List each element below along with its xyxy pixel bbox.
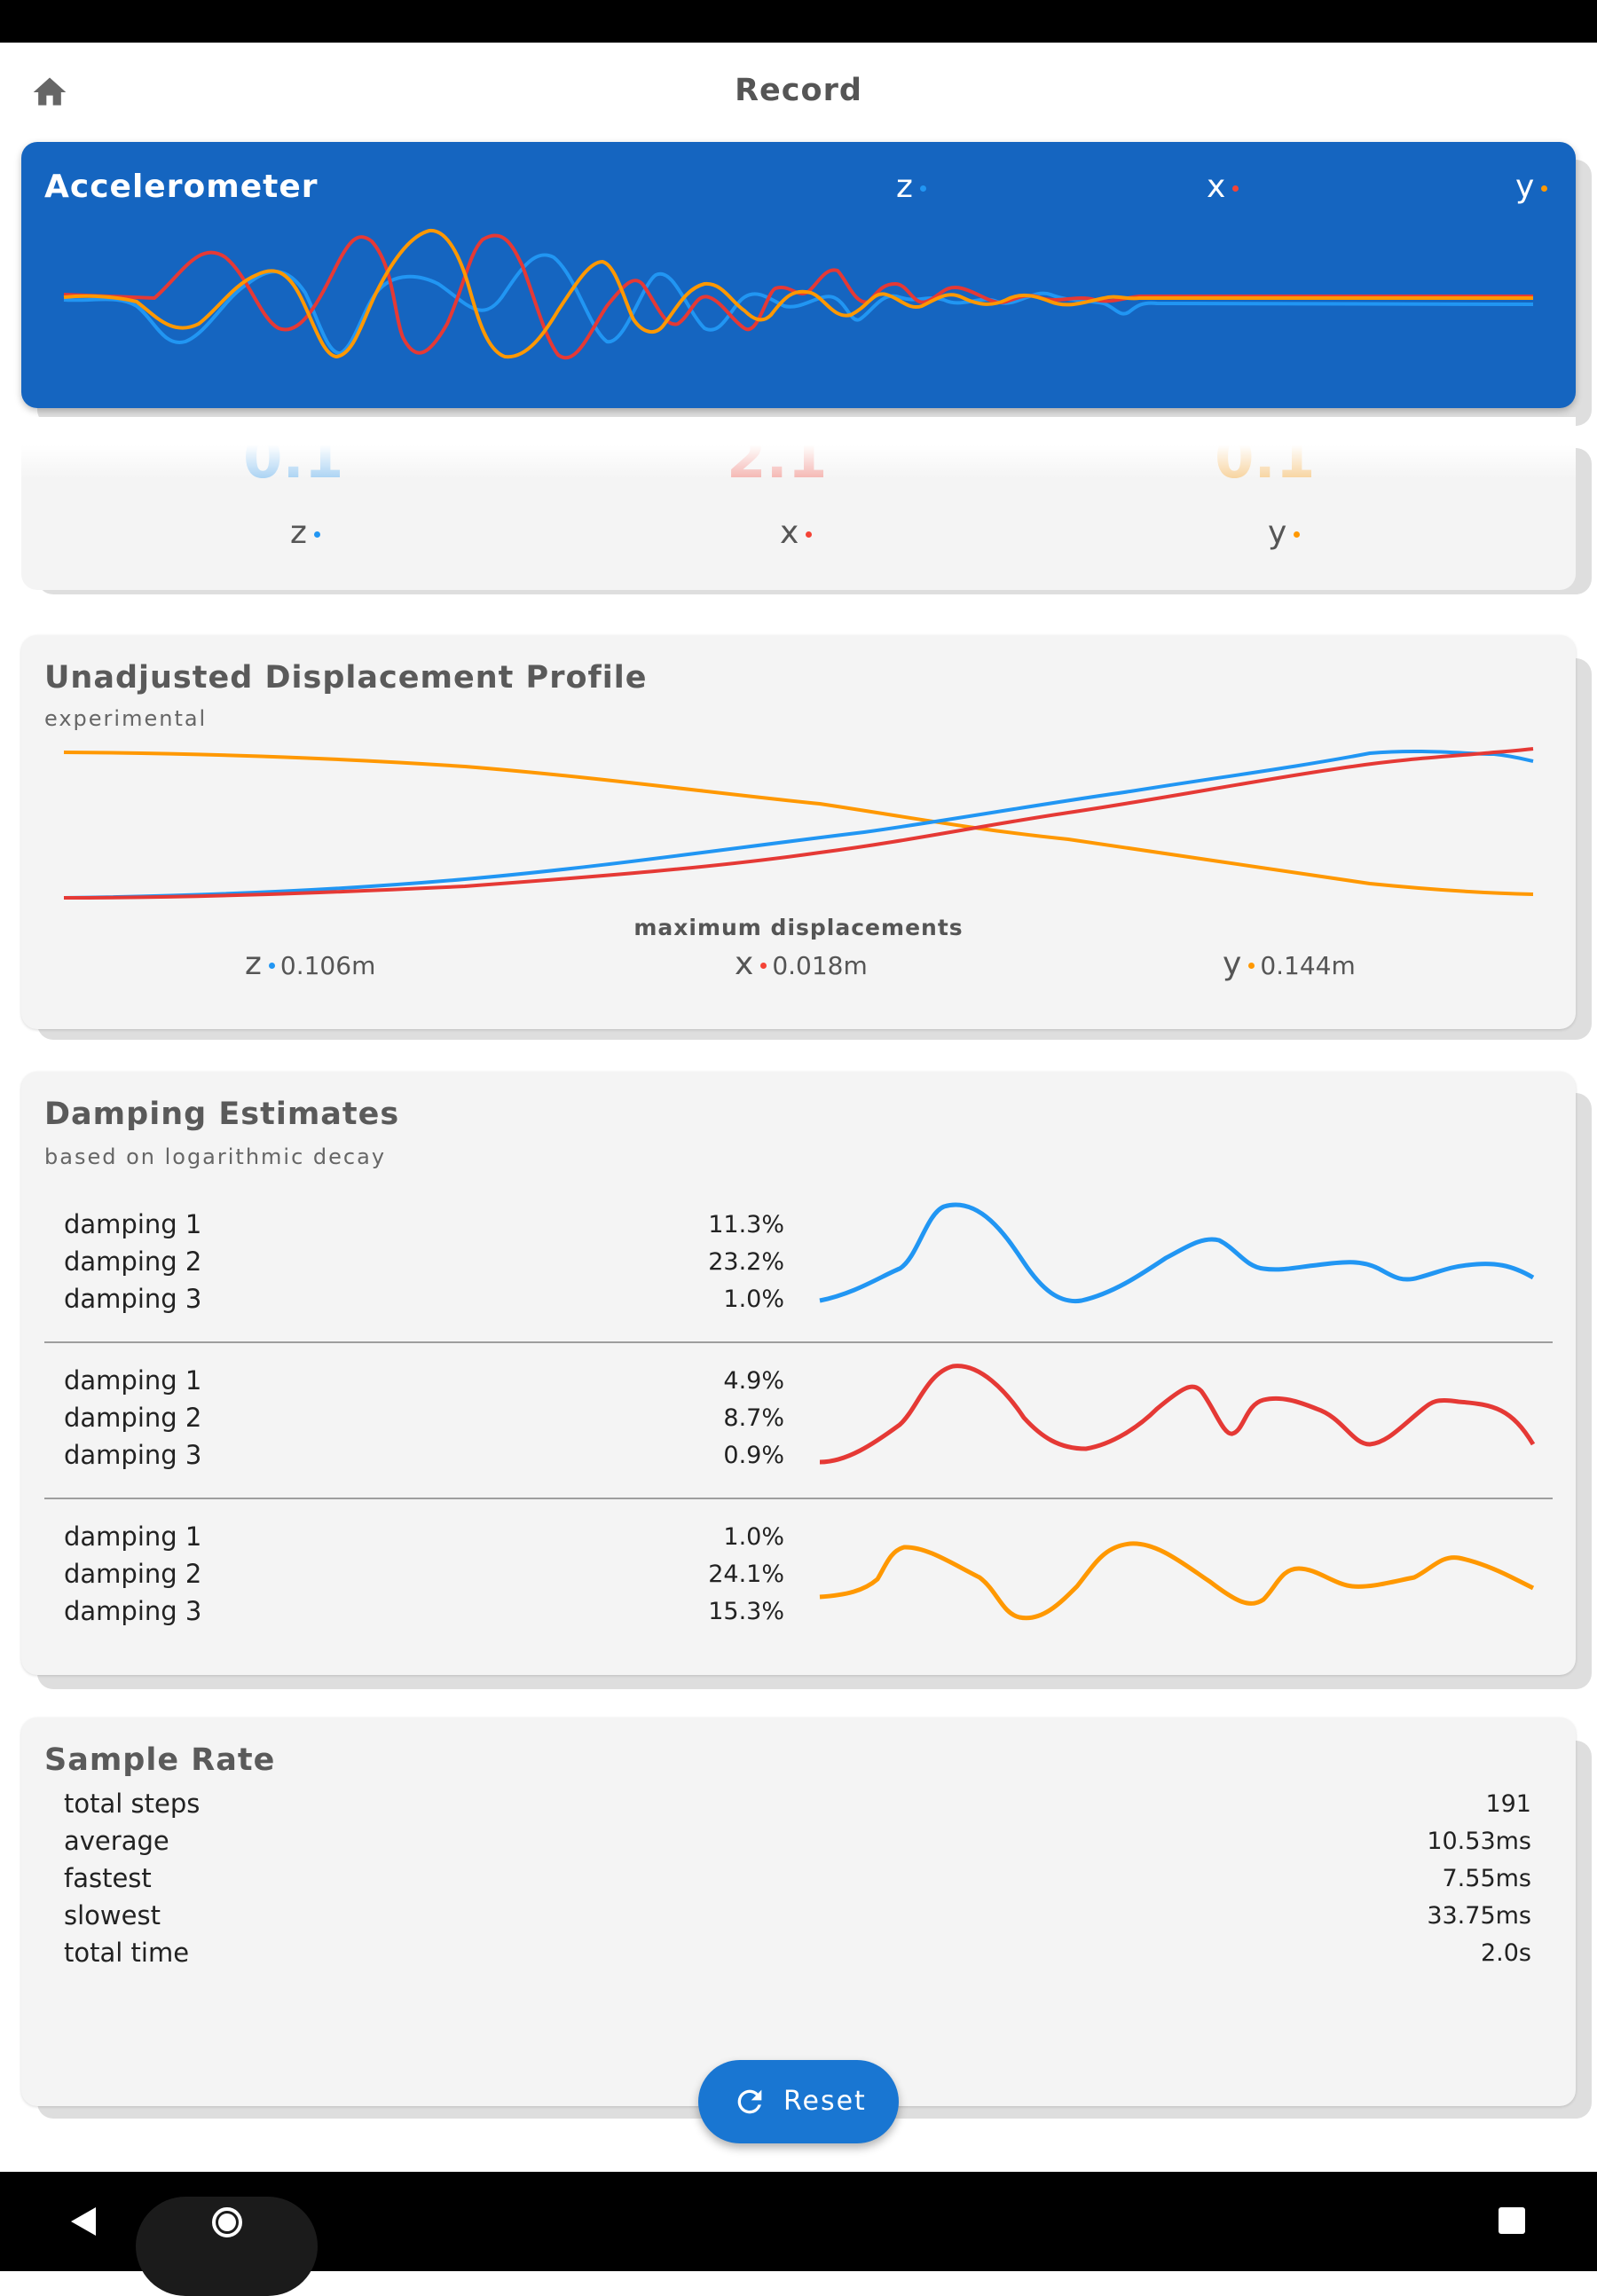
- readout-label-x: x: [780, 515, 813, 551]
- sample-rate-value-total-steps: 191: [1485, 1790, 1531, 1818]
- legend-z: z: [896, 169, 926, 205]
- damping-subtitle: based on logarithmic decay: [44, 1144, 387, 1169]
- z-dot-icon: [268, 962, 275, 969]
- damping-sparklines: [819, 1202, 1536, 1621]
- damping-y-value-1: 1.0%: [723, 1523, 784, 1551]
- damping-card: Damping Estimates based on logarithmic d…: [21, 1072, 1576, 1675]
- x-dot-icon: [1232, 185, 1239, 192]
- accel-series-y: [63, 228, 1533, 359]
- damping-y-value-2: 24.1%: [708, 1561, 784, 1588]
- accel-series-x: [63, 233, 1533, 360]
- sample-rate-label-total-steps: total steps: [64, 1789, 201, 1819]
- y-dot-icon: [1541, 185, 1548, 192]
- nav-home-pill[interactable]: [136, 2197, 318, 2296]
- sample-rate-value-fastest: 7.55ms: [1442, 1865, 1532, 1892]
- damping-z-label-1: damping 1: [64, 1209, 202, 1239]
- damping-sparkline-x: [819, 1364, 1536, 1465]
- damping-sparkline-z: [819, 1202, 1535, 1304]
- damping-y-value-3: 15.3%: [708, 1598, 784, 1625]
- readout-card: 0.1 2.1 0.1 z x y: [21, 417, 1576, 590]
- max-displacement-y: y 0.144m: [1223, 946, 1356, 982]
- displacement-series-y: [63, 751, 1534, 896]
- app-bar: Record: [0, 43, 1597, 140]
- z-dot-icon: [313, 531, 320, 538]
- max-displacements-label: maximum displacements: [633, 915, 964, 940]
- sample-rate-label-average: average: [64, 1826, 169, 1856]
- damping-x-label-1: damping 1: [64, 1365, 202, 1396]
- displacement-series-x: [63, 747, 1534, 900]
- legend-y: y: [1515, 169, 1548, 205]
- nav-home-icon: [212, 2207, 242, 2237]
- status-bar: [0, 0, 1597, 43]
- displacement-series-z: [63, 750, 1534, 900]
- refresh-icon: [737, 2089, 762, 2114]
- sample-rate-value-slowest: 33.75ms: [1427, 1902, 1531, 1930]
- readout-label-z: z: [290, 515, 320, 551]
- x-dot-icon: [806, 531, 813, 538]
- sample-rate-title: Sample Rate: [44, 1742, 276, 1778]
- damping-z-label-3: damping 3: [64, 1284, 202, 1314]
- y-dot-icon: [1294, 531, 1301, 538]
- navigation-bar: [0, 2172, 1597, 2296]
- home-button[interactable]: [30, 73, 69, 112]
- damping-z-value-1: 11.3%: [708, 1211, 784, 1238]
- recents-icon[interactable]: [1499, 2207, 1525, 2234]
- displacement-subtitle: experimental: [44, 706, 208, 731]
- reset-label: Reset: [783, 2086, 867, 2117]
- displacement-title: Unadjusted Displacement Profile: [44, 660, 648, 696]
- x-dot-icon: [760, 962, 767, 969]
- damping-x-label-2: damping 2: [64, 1403, 202, 1433]
- damping-x-value-1: 4.9%: [723, 1367, 784, 1395]
- damping-sparkline-y: [819, 1541, 1535, 1621]
- sample-rate-label-fastest: fastest: [64, 1863, 152, 1893]
- max-displacement-z: z 0.106m: [245, 946, 376, 982]
- sample-rate-label-slowest: slowest: [64, 1900, 161, 1930]
- displacement-chart: [63, 747, 1534, 900]
- max-displacement-x: x 0.018m: [735, 946, 868, 982]
- y-dot-icon: [1248, 962, 1255, 969]
- accelerometer-title: Accelerometer: [44, 169, 319, 205]
- sample-rate-card: Sample Rate total steps 191 average 10.5…: [21, 1718, 1576, 2106]
- accelerometer-card[interactable]: Accelerometer z x y: [21, 142, 1576, 408]
- sample-rate-label-total-time: total time: [64, 1938, 190, 1968]
- reset-button[interactable]: Reset: [698, 2060, 899, 2143]
- sample-rate-value-average: 10.53ms: [1427, 1828, 1531, 1855]
- damping-y-label-2: damping 2: [64, 1559, 202, 1589]
- damping-z-label-2: damping 2: [64, 1246, 202, 1277]
- damping-z-value-3: 1.0%: [723, 1286, 784, 1313]
- damping-y-label-1: damping 1: [64, 1521, 202, 1552]
- displacement-card: Unadjusted Displacement Profile experime…: [21, 635, 1576, 1029]
- damping-y-label-3: damping 3: [64, 1596, 202, 1626]
- damping-x-label-3: damping 3: [64, 1440, 202, 1470]
- readout-fade: [21, 417, 1576, 479]
- damping-z-value-2: 23.2%: [708, 1248, 784, 1276]
- accel-series-z: [63, 253, 1534, 355]
- legend-x: x: [1207, 169, 1239, 205]
- home-icon: [33, 77, 67, 106]
- readout-label-y: y: [1268, 515, 1301, 551]
- accelerometer-chart: [63, 228, 1534, 360]
- back-icon[interactable]: [67, 2206, 98, 2237]
- z-dot-icon: [919, 185, 926, 192]
- damping-divider: [44, 1498, 1553, 1499]
- damping-title: Damping Estimates: [44, 1097, 400, 1132]
- damping-x-value-3: 0.9%: [723, 1442, 784, 1469]
- page-title: Record: [735, 73, 862, 108]
- sample-rate-value-total-time: 2.0s: [1480, 1939, 1531, 1967]
- damping-divider: [44, 1341, 1553, 1343]
- damping-x-value-2: 8.7%: [723, 1404, 784, 1432]
